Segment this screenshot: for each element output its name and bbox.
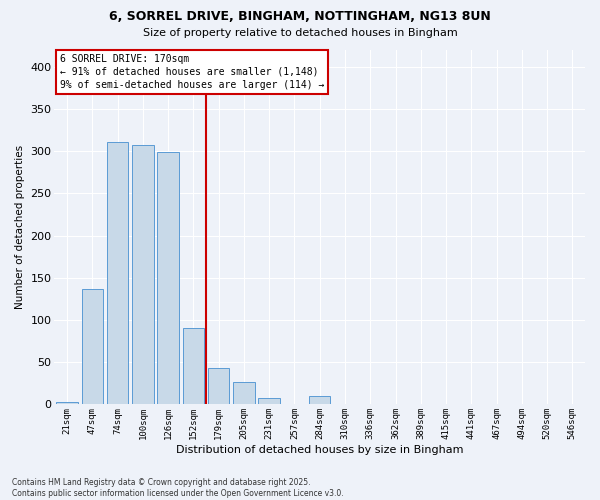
Bar [309, 396, 331, 404]
Bar [208, 368, 229, 405]
X-axis label: Distribution of detached houses by size in Bingham: Distribution of detached houses by size … [176, 445, 463, 455]
Text: Contains HM Land Registry data © Crown copyright and database right 2025.
Contai: Contains HM Land Registry data © Crown c… [12, 478, 344, 498]
Text: Size of property relative to detached houses in Bingham: Size of property relative to detached ho… [143, 28, 457, 38]
Bar [182, 328, 204, 404]
Y-axis label: Number of detached properties: Number of detached properties [15, 145, 25, 310]
Bar [82, 289, 103, 405]
Bar [56, 402, 78, 404]
Bar [157, 152, 179, 405]
Text: 6, SORREL DRIVE, BINGHAM, NOTTINGHAM, NG13 8UN: 6, SORREL DRIVE, BINGHAM, NOTTINGHAM, NG… [109, 10, 491, 23]
Bar [107, 142, 128, 405]
Text: 6 SORREL DRIVE: 170sqm
← 91% of detached houses are smaller (1,148)
9% of semi-d: 6 SORREL DRIVE: 170sqm ← 91% of detached… [60, 54, 324, 90]
Bar [132, 144, 154, 404]
Bar [233, 382, 254, 404]
Bar [259, 398, 280, 404]
